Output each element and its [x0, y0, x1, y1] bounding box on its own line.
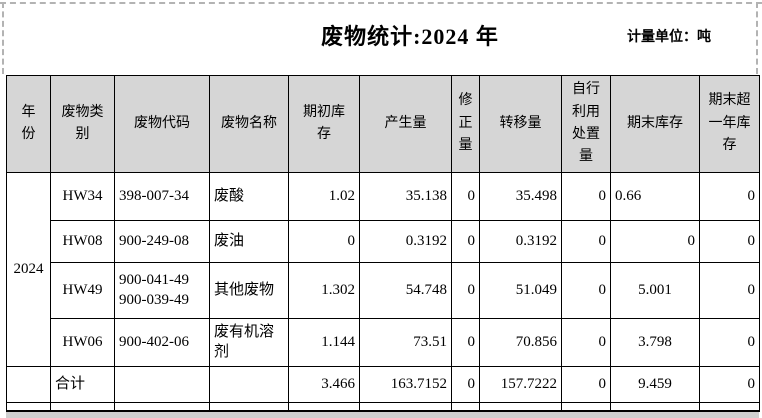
col-header-self-disposed[interactable]: 自行利用处置量 — [561, 75, 611, 173]
page-title: 废物统计:2024 年 — [321, 24, 499, 49]
table-row: HW08 900-249-08 废油 0 0.3192 0 0.3192 0 0… — [7, 220, 760, 263]
col-header-year[interactable]: 年份 — [6, 75, 51, 173]
corrected-cell[interactable]: 0 — [451, 262, 480, 319]
name-cell[interactable]: 废酸 — [209, 172, 289, 221]
self-disposed-cell[interactable]: 0 — [561, 262, 611, 319]
col-header-opening-stock[interactable]: 期初库存 — [288, 75, 360, 173]
total-self-disposed-cell[interactable]: 0 — [561, 366, 611, 403]
closing-stock-cell[interactable]: 3.798 — [610, 318, 700, 367]
opening-stock-cell[interactable]: 0 — [288, 220, 360, 263]
name-cell[interactable]: 废有机溶剂 — [209, 318, 289, 367]
transferred-cell[interactable]: 70.856 — [479, 318, 562, 367]
col-header-name[interactable]: 废物名称 — [209, 75, 289, 173]
table-row: HW06 900-402-06 废有机溶剂 1.144 73.51 0 70.8… — [7, 318, 760, 367]
over-one-year-cell[interactable]: 0 — [699, 220, 760, 263]
total-closing-cell[interactable]: 9.459 — [610, 366, 700, 403]
page-break-line-top — [0, 2, 762, 4]
opening-stock-cell[interactable]: 1.302 — [288, 262, 360, 319]
col-header-code[interactable]: 废物代码 — [114, 75, 210, 173]
year-cell-empty[interactable] — [6, 366, 51, 403]
code-cell[interactable]: 900-041-49 900-039-49 — [114, 262, 210, 319]
category-cell[interactable]: HW06 — [50, 318, 115, 367]
code-cell[interactable]: 900-402-06 — [114, 318, 210, 367]
code-cell[interactable]: 900-249-08 — [114, 220, 210, 263]
total-transferred-cell[interactable]: 157.7222 — [479, 366, 562, 403]
name-cell[interactable]: 废油 — [209, 220, 289, 263]
over-one-year-cell[interactable]: 0 — [699, 318, 760, 367]
self-disposed-cell[interactable]: 0 — [561, 318, 611, 367]
category-cell[interactable]: HW08 — [50, 220, 115, 263]
col-header-closing-stock[interactable]: 期末库存 — [610, 75, 700, 173]
total-over-one-year-cell[interactable]: 0 — [699, 366, 760, 403]
col-header-category[interactable]: 废物类别 — [50, 75, 115, 173]
col-header-over-one-year[interactable]: 期末超一年库存 — [699, 75, 760, 173]
generated-cell[interactable]: 35.138 — [359, 172, 452, 221]
col-header-transferred[interactable]: 转移量 — [479, 75, 562, 173]
col-header-corrected[interactable]: 修正量 — [451, 75, 480, 173]
closing-stock-cell[interactable]: 0.66 — [610, 172, 700, 221]
year-cell[interactable]: 2024 — [6, 172, 51, 367]
page-break-line-left — [2, 2, 4, 74]
over-one-year-cell[interactable]: 0 — [699, 262, 760, 319]
name-cell-empty[interactable] — [209, 366, 289, 403]
name-cell[interactable]: 其他废物 — [209, 262, 289, 319]
code-cell-empty[interactable] — [114, 366, 210, 403]
opening-stock-cell[interactable]: 1.144 — [288, 318, 360, 367]
header-row: 年份 废物类别 废物代码 废物名称 期初库存 产生量 修正量 转移量 自行利用处… — [6, 75, 760, 173]
next-page-area — [6, 412, 759, 418]
total-corrected-cell[interactable]: 0 — [451, 366, 480, 403]
generated-cell[interactable]: 54.748 — [359, 262, 452, 319]
corrected-cell[interactable]: 0 — [451, 172, 480, 221]
page-break-line-right — [756, 2, 758, 74]
transferred-cell[interactable]: 0.3192 — [479, 220, 562, 263]
total-label-cell[interactable]: 合计 — [50, 366, 115, 403]
cutoff-empty-row — [6, 402, 760, 412]
transferred-cell[interactable]: 35.498 — [479, 172, 562, 221]
transferred-cell[interactable]: 51.049 — [479, 262, 562, 319]
closing-stock-cell[interactable]: 5.001 — [610, 262, 700, 319]
corrected-cell[interactable]: 0 — [451, 220, 480, 263]
category-cell[interactable]: HW49 — [50, 262, 115, 319]
generated-cell[interactable]: 0.3192 — [359, 220, 452, 263]
unit-label: 计量单位：吨 — [627, 30, 711, 45]
over-one-year-cell[interactable]: 0 — [699, 172, 760, 221]
corrected-cell[interactable]: 0 — [451, 318, 480, 367]
total-row: 合计 3.466 163.7152 0 157.7222 0 9.459 0 — [6, 366, 760, 403]
self-disposed-cell[interactable]: 0 — [561, 172, 611, 221]
total-generated-cell[interactable]: 163.7152 — [359, 366, 452, 403]
total-opening-cell[interactable]: 3.466 — [288, 366, 360, 403]
table-row: HW49 900-041-49 900-039-49 其他废物 1.302 54… — [7, 262, 760, 319]
category-cell[interactable]: HW34 — [50, 172, 115, 221]
generated-cell[interactable]: 73.51 — [359, 318, 452, 367]
closing-stock-cell[interactable]: 0 — [610, 220, 700, 263]
code-cell[interactable]: 398-007-34 — [114, 172, 210, 221]
opening-stock-cell[interactable]: 1.02 — [288, 172, 360, 221]
table-row: 2024 HW34 398-007-34 废酸 1.02 35.138 0 35… — [6, 172, 760, 367]
waste-statistics-table: 年份 废物类别 废物代码 废物名称 期初库存 产生量 修正量 转移量 自行利用处… — [6, 75, 760, 412]
self-disposed-cell[interactable]: 0 — [561, 220, 611, 263]
col-header-generated[interactable]: 产生量 — [359, 75, 452, 173]
